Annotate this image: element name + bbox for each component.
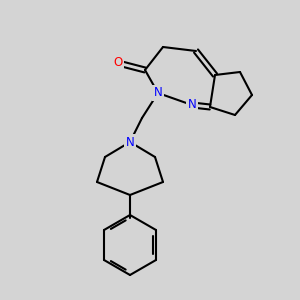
Text: N: N [188,98,196,112]
Text: N: N [154,86,162,100]
Text: O: O [113,56,123,70]
Text: N: N [126,136,134,148]
